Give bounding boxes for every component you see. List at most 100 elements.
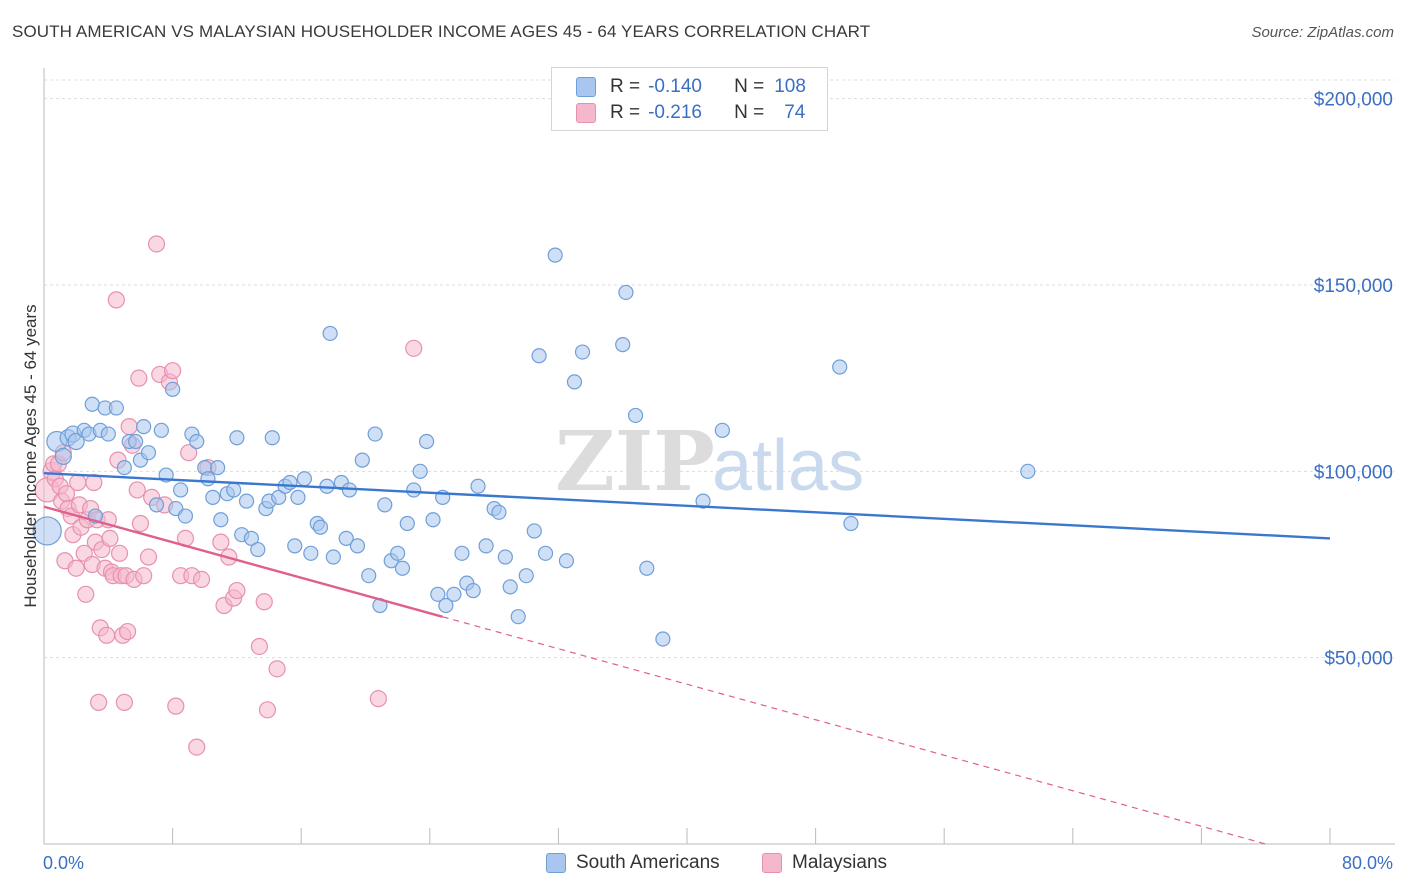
- malaysian-point: [101, 529, 119, 548]
- south-american-point: [518, 568, 534, 584]
- south-american-point: [84, 396, 100, 412]
- malaysian-point: [118, 622, 137, 641]
- south-american-point: [282, 474, 298, 491]
- legend-item-south-americans: South Americans: [546, 852, 720, 874]
- south-american-point: [361, 568, 377, 584]
- south-american-point: [558, 553, 575, 569]
- south-american-point: [100, 426, 116, 442]
- south-american-point: [655, 631, 671, 647]
- malaysian-point: [67, 559, 85, 577]
- malaysian-point: [212, 533, 230, 551]
- malaysian-point: [250, 637, 269, 656]
- south-american-point: [430, 586, 446, 602]
- south-american-point: [1020, 463, 1036, 479]
- malaysian-point: [139, 548, 158, 566]
- south-american-point: [165, 381, 181, 397]
- malaysian-point: [135, 567, 153, 585]
- south-american-point: [510, 609, 526, 625]
- south-american-point: [287, 538, 303, 554]
- malaysian-point: [192, 570, 211, 588]
- south-american-point: [394, 560, 411, 576]
- south-american-point: [438, 597, 454, 614]
- y-axis-label: Householder Income Ages 45 - 64 years: [21, 304, 40, 607]
- malaysian-point: [180, 444, 198, 462]
- correlation-legend: R = -0.140 N = 108 R = -0.216 N = 74: [551, 67, 828, 131]
- south-american-point: [148, 497, 165, 513]
- south-american-point: [618, 284, 634, 301]
- south-american-point: [478, 538, 494, 554]
- south-american-point: [354, 452, 370, 468]
- y-tick-label: $100,000: [1314, 462, 1393, 483]
- south-american-point: [537, 545, 554, 561]
- south-american-point: [377, 497, 393, 513]
- x-tick-label-min: 0.0%: [43, 853, 84, 873]
- legend-label: Malaysians: [792, 852, 888, 873]
- south-american-point: [502, 579, 518, 595]
- y-tick-label: $200,000: [1314, 90, 1393, 111]
- trend-lines: [43, 471, 1331, 845]
- south-american-point: [843, 515, 859, 532]
- south-american-point: [639, 560, 655, 576]
- malaysian-point: [115, 693, 133, 711]
- malaysian-point: [98, 626, 116, 644]
- south-american-point: [116, 459, 132, 476]
- malaysian-point: [77, 585, 95, 603]
- n-label: N =: [734, 76, 765, 97]
- legend-row-south-americans: R = -0.140 N = 108: [576, 74, 806, 100]
- south-american-point: [412, 463, 428, 479]
- malaysians-trend-line-extension: [442, 616, 1266, 845]
- y-tick-label: $150,000: [1314, 276, 1393, 297]
- n-value: 74: [784, 102, 806, 123]
- blue-swatch: [546, 853, 566, 873]
- south-american-point: [497, 549, 513, 565]
- malaysian-point: [255, 593, 273, 611]
- south-american-point: [54, 447, 72, 466]
- malaysian-point: [130, 369, 148, 387]
- x-tick-label-max: 80.0%: [1342, 853, 1393, 873]
- malaysian-point: [107, 291, 125, 309]
- r-value: -0.216: [648, 102, 702, 123]
- south-american-point: [399, 515, 415, 532]
- malaysian-point: [120, 417, 138, 436]
- south-american-point: [312, 519, 329, 535]
- south-american-point: [303, 545, 319, 561]
- south-american-point: [574, 344, 591, 360]
- south-american-point: [491, 504, 507, 520]
- south-american-point: [627, 407, 644, 424]
- y-tick-label: $50,000: [1324, 649, 1393, 670]
- south-american-point: [271, 489, 287, 506]
- legend-label: South Americans: [576, 852, 720, 873]
- south-american-point: [32, 516, 62, 546]
- malaysian-point: [164, 362, 182, 380]
- n-value: 108: [774, 76, 806, 97]
- south-american-point: [140, 445, 157, 461]
- south-american-point: [322, 325, 338, 342]
- malaysian-point: [110, 544, 129, 562]
- south-american-point: [406, 482, 422, 498]
- n-label: N =: [734, 102, 765, 123]
- malaysian-point: [90, 693, 108, 711]
- malaysian-point: [258, 701, 277, 719]
- south-american-point: [108, 400, 124, 416]
- r-label: R =: [610, 102, 641, 123]
- south-american-point: [531, 348, 547, 364]
- south-american-point: [425, 512, 441, 528]
- south-american-point: [177, 508, 194, 524]
- malaysian-point: [128, 481, 146, 499]
- legend-item-malaysians: Malaysians: [762, 852, 887, 874]
- south-american-point: [136, 418, 152, 435]
- south-american-point: [210, 459, 226, 476]
- gridlines: [44, 79, 1395, 659]
- r-value: -0.140: [648, 76, 702, 97]
- source-label: Source: ZipAtlas.com: [1251, 24, 1394, 41]
- malaysians-trend-line: [43, 505, 443, 618]
- south-american-point: [832, 359, 848, 375]
- pink-swatch: [762, 853, 782, 873]
- south-american-point: [213, 512, 229, 528]
- south-american-point: [446, 586, 462, 602]
- pink-swatch: [576, 103, 596, 123]
- south-american-point: [454, 545, 470, 561]
- malaysian-point: [85, 473, 103, 492]
- chart-title: SOUTH AMERICAN VS MALAYSIAN HOUSEHOLDER …: [12, 22, 871, 41]
- r-label: R =: [610, 76, 641, 97]
